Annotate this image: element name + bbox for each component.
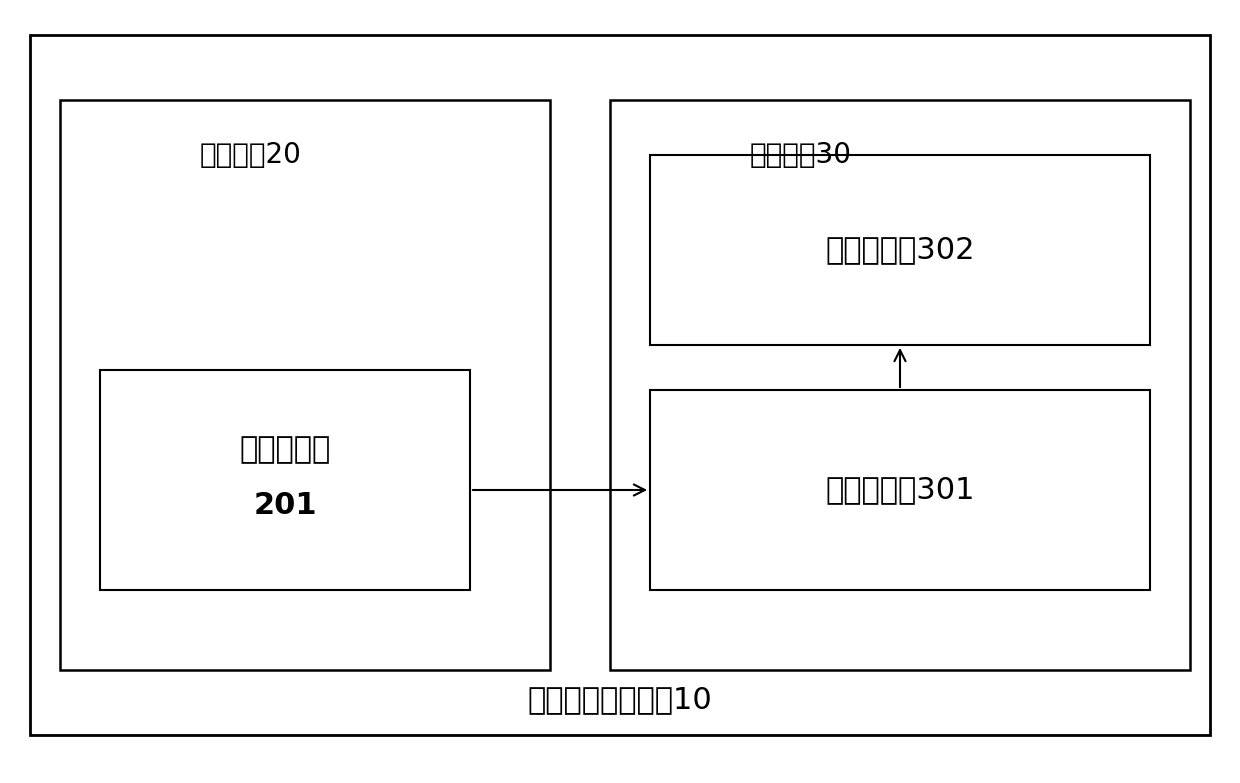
Text: 第一设备20: 第一设备20 — [200, 141, 301, 169]
Bar — [30, 35, 1210, 735]
Text: 第二设备30: 第二设备30 — [750, 141, 852, 169]
Text: 201: 201 — [253, 490, 316, 519]
Bar — [100, 370, 470, 590]
Text: 第一扬声器: 第一扬声器 — [239, 435, 331, 464]
Bar — [60, 100, 551, 670]
Text: 音频信号处理设备10: 音频信号处理设备10 — [528, 685, 712, 715]
Text: 第一滤波器302: 第一滤波器302 — [826, 236, 975, 265]
Bar — [650, 390, 1149, 590]
Bar — [650, 155, 1149, 345]
Text: 第一麦克风301: 第一麦克风301 — [826, 475, 975, 504]
Bar — [610, 100, 1190, 670]
